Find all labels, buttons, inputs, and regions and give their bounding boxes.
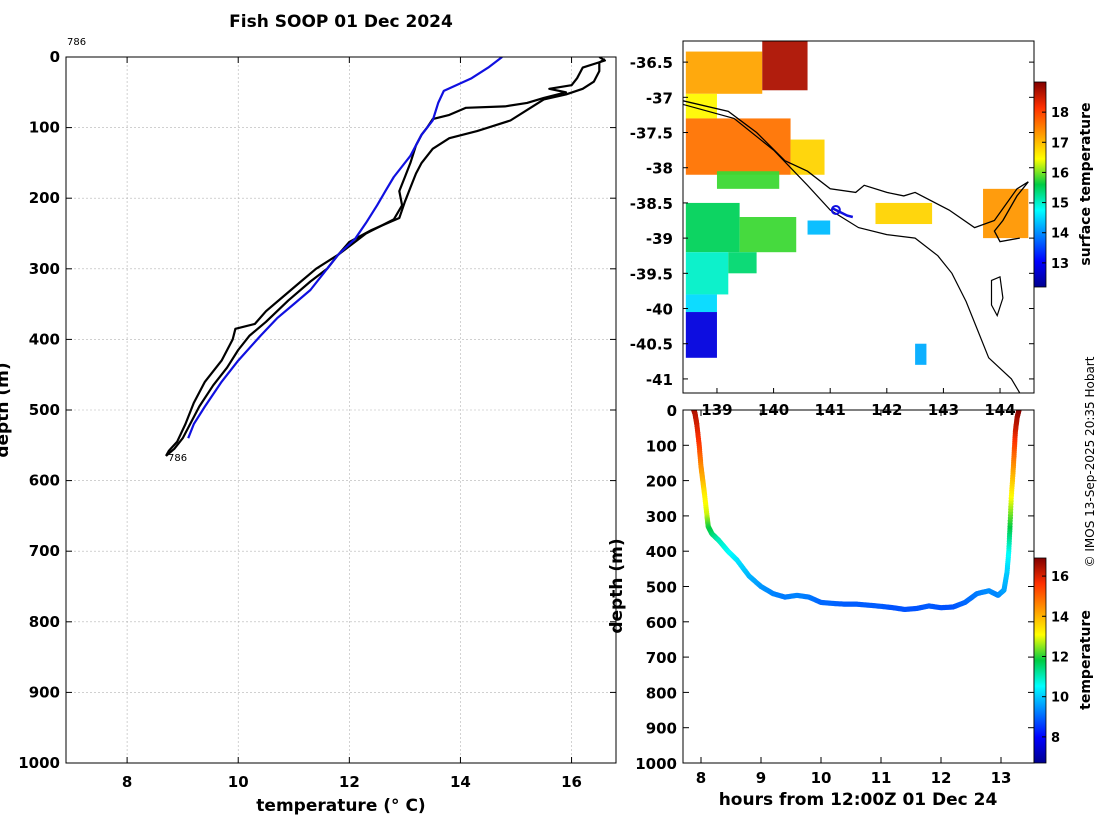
sst-patch xyxy=(915,343,927,365)
timeseries-y-tick-label: 700 xyxy=(646,649,677,667)
timeseries-y-tick-label: 100 xyxy=(646,437,677,455)
timeseries-colorbar-tick-label: 10 xyxy=(1051,691,1069,706)
shelf-contour xyxy=(683,103,1021,393)
profile-y-tick-label: 400 xyxy=(29,330,60,348)
sst-patch xyxy=(685,118,791,175)
map-colorbar-tick-label: 17 xyxy=(1051,136,1069,151)
profile-y-tick-label: 100 xyxy=(29,119,60,137)
track-start-marker xyxy=(830,204,841,215)
sst-patch xyxy=(807,220,831,235)
profile-y-tick-label: 200 xyxy=(29,189,60,207)
sst-patch xyxy=(685,312,717,358)
profile-plot-frame xyxy=(65,56,617,764)
credit-text: © IMOS 13-Sep-2025 20:35 Hobart xyxy=(1083,356,1097,567)
timeseries-colorbar-tick-label: 16 xyxy=(1051,570,1069,585)
sst-patch xyxy=(739,217,797,253)
map-y-tick-label: -37.5 xyxy=(630,125,673,143)
timeseries-y-tick-label: 600 xyxy=(646,614,677,632)
timeseries-x-tick-label: 12 xyxy=(931,769,952,787)
profile-y-tick-label: 800 xyxy=(29,613,60,631)
map-colorbar-tick-label: 15 xyxy=(1051,197,1069,212)
map-y-tick-label: -39 xyxy=(646,230,673,248)
sst-patch xyxy=(728,252,757,274)
sst-patch xyxy=(685,202,740,253)
profile-y-tick-label: 600 xyxy=(29,472,60,490)
timeseries-colorbar xyxy=(1033,557,1047,764)
depth-timeseries: 8 9 10 11 12 13 0 100 200 300 400 500 600 700 800 900 10… xyxy=(607,402,1094,810)
map-y-tick-label: -37 xyxy=(646,89,673,107)
map-colorbar-label: surface temperature xyxy=(1078,102,1094,265)
timeseries-y-tick-label: 800 xyxy=(646,684,677,702)
timeseries-y-tick-label: 400 xyxy=(646,543,677,561)
map-colorbar xyxy=(1033,81,1047,288)
timeseries-x-tick-label: 9 xyxy=(756,769,766,787)
fish-profile-line xyxy=(165,58,606,457)
timeseries-colorbar-tick-label: 14 xyxy=(1051,610,1069,625)
profile-x-tick-label: 10 xyxy=(228,773,249,791)
map-y-tick-label: -39.5 xyxy=(630,265,673,283)
timeseries-y-tick-label: 200 xyxy=(646,473,677,491)
timeseries-y-axis-label: depth (m) xyxy=(607,538,627,633)
profile-y-tick-label: 300 xyxy=(29,260,60,278)
sst-patch xyxy=(685,51,763,94)
timeseries-y-tick-label: 900 xyxy=(646,720,677,738)
coastline xyxy=(683,100,1029,229)
profile-x-tick-label: 12 xyxy=(339,773,360,791)
map-colorbar-tick-label: 13 xyxy=(1051,257,1069,272)
fish-profile-line xyxy=(165,57,607,457)
island-outline xyxy=(990,275,1004,318)
timeseries-y-tick-label: 500 xyxy=(646,579,677,597)
timeseries-x-axis-label: hours from 12:00Z 01 Dec 24 xyxy=(719,790,998,810)
sst-patch xyxy=(983,188,1029,239)
timeseries-y-tick-label: 1000 xyxy=(635,755,677,773)
sst-patch xyxy=(762,41,808,91)
timeseries-plot-frame xyxy=(682,409,1035,764)
map-y-tick-label: -40.5 xyxy=(630,336,673,354)
map-y-tick-label: -40 xyxy=(646,301,673,319)
timeseries-colorbar-tick-label: 12 xyxy=(1051,650,1069,665)
figure-title: Fish SOOP 01 Dec 2024 xyxy=(229,12,453,32)
profile-y-tick-label: 700 xyxy=(29,542,60,560)
depth-sample-point xyxy=(1016,410,1022,413)
profile-x-tick-label: 8 xyxy=(122,773,132,791)
profile-end-label: 786 xyxy=(168,453,187,464)
reference-profile-line xyxy=(187,57,503,439)
sst-patch xyxy=(716,171,780,189)
timeseries-colorbar-tick-label: 8 xyxy=(1051,731,1060,746)
sst-patch xyxy=(685,252,729,295)
profile-x-tick-label: 16 xyxy=(561,773,582,791)
profile-y-tick-label: 500 xyxy=(29,401,60,419)
profile-start-label: 786 xyxy=(67,37,86,48)
timeseries-x-tick-label: 13 xyxy=(991,769,1012,787)
map-colorbar-tick-label: 18 xyxy=(1051,106,1069,121)
profile-x-axis-label: temperature (° C) xyxy=(256,796,425,816)
vessel-track xyxy=(832,207,854,219)
timeseries-y-tick-label: 0 xyxy=(667,402,677,420)
map-colorbar-tick-label: 14 xyxy=(1051,227,1069,242)
timeseries-x-tick-label: 10 xyxy=(811,769,832,787)
sst-patch xyxy=(685,294,717,313)
sst-patch xyxy=(875,202,933,225)
profile-y-tick-label: 1000 xyxy=(18,754,60,772)
timeseries-x-tick-label: 11 xyxy=(871,769,892,787)
map-y-tick-label: -36.5 xyxy=(630,54,673,72)
timeseries-y-tick-label: 300 xyxy=(646,508,677,526)
map-y-tick-label: -38.5 xyxy=(630,195,673,213)
profile-y-tick-label: 900 xyxy=(29,683,60,701)
timeseries-colorbar-label: temperature xyxy=(1078,610,1094,710)
coastline-south xyxy=(993,181,1029,243)
timeseries-x-tick-label: 8 xyxy=(696,769,706,787)
profile-x-axis-label-text: temperature (° C) xyxy=(256,796,425,816)
map-y-tick-label: -41 xyxy=(646,371,673,389)
profile-y-tick-label: 0 xyxy=(50,48,60,66)
profile-x-tick-label: 14 xyxy=(450,773,471,791)
sst-patch xyxy=(790,139,825,175)
map-y-tick-label: -38 xyxy=(646,160,673,178)
profile-chart: 8 10 12 14 16 0 100 200 300 400 500 600 700 800 900 100… xyxy=(0,37,617,816)
map-colorbar-tick-label: 16 xyxy=(1051,166,1069,181)
profile-y-axis-label: depth (m) xyxy=(0,362,13,457)
sst-map: 139 140 141 142 143 144-36.5-37-37.5-38-38.5-… xyxy=(630,40,1094,419)
